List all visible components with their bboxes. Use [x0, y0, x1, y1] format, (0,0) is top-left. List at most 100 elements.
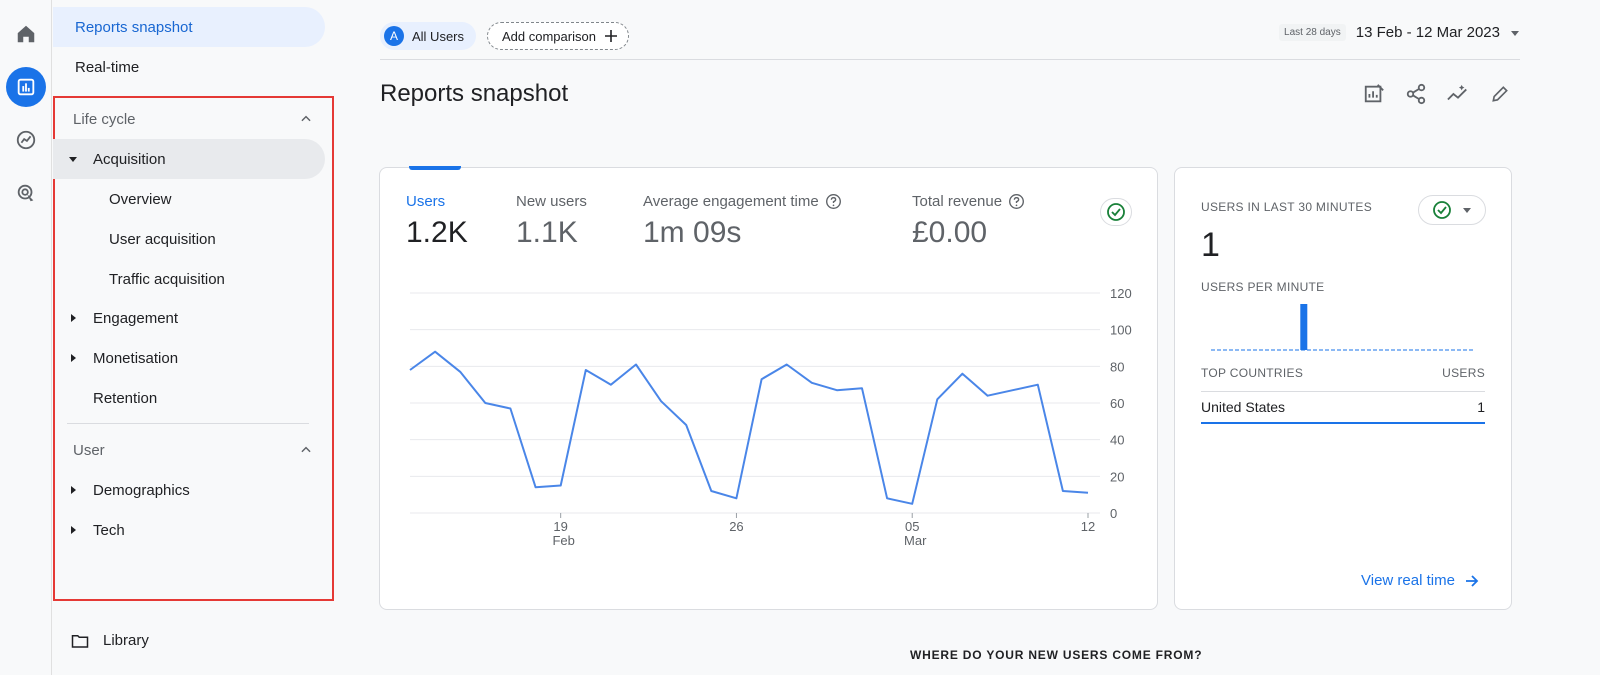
metric-total-revenue[interactable]: Total revenue £0.00: [912, 193, 1025, 250]
highlighted-section: [53, 96, 334, 601]
overview-card: Users 1.2K New users 1.1K Average engage…: [379, 166, 1158, 610]
customize-report-button[interactable]: [1360, 80, 1388, 108]
nav-acquisition[interactable]: Acquisition: [53, 139, 325, 179]
y-tick-label: 120: [1110, 286, 1132, 301]
view-real-time-label: View real time: [1361, 572, 1455, 589]
nav-tech-label: Tech: [93, 521, 125, 539]
country-users: 1: [1477, 399, 1485, 415]
nav-engagement-label: Engagement: [93, 309, 179, 327]
x-tick-label: 19: [553, 519, 567, 534]
nav-monetisation-label: Monetisation: [93, 349, 179, 367]
realtime-card: USERS IN LAST 30 MINUTES 1 USERS PER MIN…: [1174, 167, 1512, 610]
caret-right-icon: [71, 526, 76, 534]
nav-retention-label: Retention: [93, 389, 158, 407]
nav-reports-snapshot[interactable]: Reports snapshot: [53, 7, 325, 47]
country-name: United States: [1201, 399, 1286, 415]
metric-average-engagement-time[interactable]: Average engagement time 1m 09s: [643, 193, 842, 250]
section-user-title: User: [73, 441, 105, 459]
customize-report-icon: [1364, 84, 1384, 103]
advertising-icon[interactable]: [6, 173, 46, 213]
edit-button[interactable]: [1486, 80, 1514, 108]
section-divider: [67, 423, 309, 424]
date-range-value: 13 Feb - 12 Mar 2023: [1355, 24, 1500, 41]
report-header-bar: A All Users Add comparison Last 28 days …: [380, 20, 1520, 60]
date-range-preset: Last 28 days: [1279, 24, 1346, 41]
section-heading-new-users: WHERE DO YOUR NEW USERS COME FROM?: [910, 648, 1203, 662]
dropdown-arrow-icon: [1463, 208, 1471, 213]
data-quality-button[interactable]: [1100, 198, 1132, 226]
x-tick-label: 05: [905, 519, 919, 534]
metric-new-users-value: 1.1K: [516, 216, 578, 249]
help-icon[interactable]: [825, 193, 842, 210]
check-circle-icon: [1107, 203, 1125, 221]
nav-overview-label: Overview: [109, 190, 172, 208]
home-icon[interactable]: [6, 14, 46, 54]
explore-icon[interactable]: [6, 120, 46, 160]
realtime-users-value: 1: [1201, 226, 1220, 264]
users-per-minute-chart: [1211, 304, 1475, 351]
caret-down-icon: [69, 157, 77, 162]
nav-tech[interactable]: Tech: [53, 510, 325, 550]
section-life-cycle-title: Life cycle: [73, 110, 136, 128]
table-row[interactable]: United States 1: [1201, 392, 1485, 424]
metric-revenue-label: Total revenue: [912, 193, 1003, 210]
arrow-right-icon: [1465, 574, 1479, 587]
help-icon[interactable]: [1008, 193, 1025, 210]
nav-monetisation[interactable]: Monetisation: [53, 338, 325, 378]
nav-user-acquisition[interactable]: User acquisition: [53, 219, 325, 259]
date-range-picker[interactable]: Last 28 days 13 Feb - 12 Mar 2023: [1279, 24, 1520, 41]
column-header-users: USERS: [1442, 366, 1485, 380]
insights-icon: [1447, 84, 1467, 101]
page-title: Reports snapshot: [380, 80, 569, 107]
x-tick-label: 12: [1081, 519, 1095, 534]
metric-new-users-label: New users: [516, 193, 587, 210]
view-real-time-link[interactable]: View real time: [1361, 572, 1479, 589]
caret-right-icon: [71, 486, 76, 494]
report-toolbar: [1360, 80, 1520, 108]
y-tick-label: 0: [1110, 506, 1117, 521]
y-tick-label: 20: [1110, 469, 1124, 484]
caret-right-icon: [71, 354, 76, 362]
comparison-letter-badge: A: [384, 26, 404, 46]
per-minute-bar[interactable]: [1300, 304, 1308, 350]
insights-button[interactable]: [1444, 80, 1472, 108]
nav-acquisition-label: Acquisition: [93, 150, 166, 168]
add-comparison-label: Add comparison: [502, 28, 596, 44]
y-tick-label: 100: [1110, 323, 1132, 338]
nav-library[interactable]: Library: [71, 632, 149, 649]
x-tick-label: 26: [729, 519, 743, 534]
nav-overview[interactable]: Overview: [53, 179, 325, 219]
metric-engagement-value: 1m 09s: [643, 216, 742, 249]
nav-real-time[interactable]: Real-time: [53, 47, 325, 87]
nav-demographics[interactable]: Demographics: [53, 470, 325, 510]
chevron-up-icon: [301, 115, 311, 122]
column-header-countries: TOP COUNTRIES: [1201, 366, 1304, 380]
nav-library-label: Library: [103, 632, 149, 649]
realtime-metric-dropdown[interactable]: [1418, 195, 1486, 225]
comparison-chip-label: All Users: [412, 28, 465, 44]
folder-icon: [71, 634, 89, 648]
series-line-users[interactable]: [409, 350, 1089, 505]
nav-engagement[interactable]: Engagement: [53, 298, 325, 338]
metric-new-users[interactable]: New users 1.1K: [516, 193, 587, 250]
share-button[interactable]: [1402, 80, 1430, 108]
section-user[interactable]: User: [73, 430, 313, 470]
chevron-up-icon: [301, 446, 311, 453]
x-tick-month-label: Feb: [552, 533, 574, 548]
add-comparison-button[interactable]: Add comparison: [487, 22, 629, 50]
y-tick-label: 40: [1110, 433, 1124, 448]
reports-icon[interactable]: [6, 67, 46, 107]
nav-reports-snapshot-label: Reports snapshot: [75, 18, 193, 36]
pencil-icon: [1492, 86, 1508, 102]
section-life-cycle[interactable]: Life cycle: [73, 99, 313, 139]
nav-traffic-acquisition[interactable]: Traffic acquisition: [53, 259, 325, 299]
users-per-minute-label: USERS PER MINUTE: [1201, 280, 1325, 294]
metric-users[interactable]: Users 1.2K: [406, 193, 468, 250]
comparison-chip-all-users[interactable]: A All Users: [380, 22, 477, 50]
nav-retention[interactable]: Retention: [53, 378, 325, 418]
plus-icon: [604, 30, 617, 42]
icon-rail: [0, 0, 52, 675]
realtime-title: USERS IN LAST 30 MINUTES: [1201, 200, 1373, 214]
caret-right-icon: [71, 314, 76, 322]
